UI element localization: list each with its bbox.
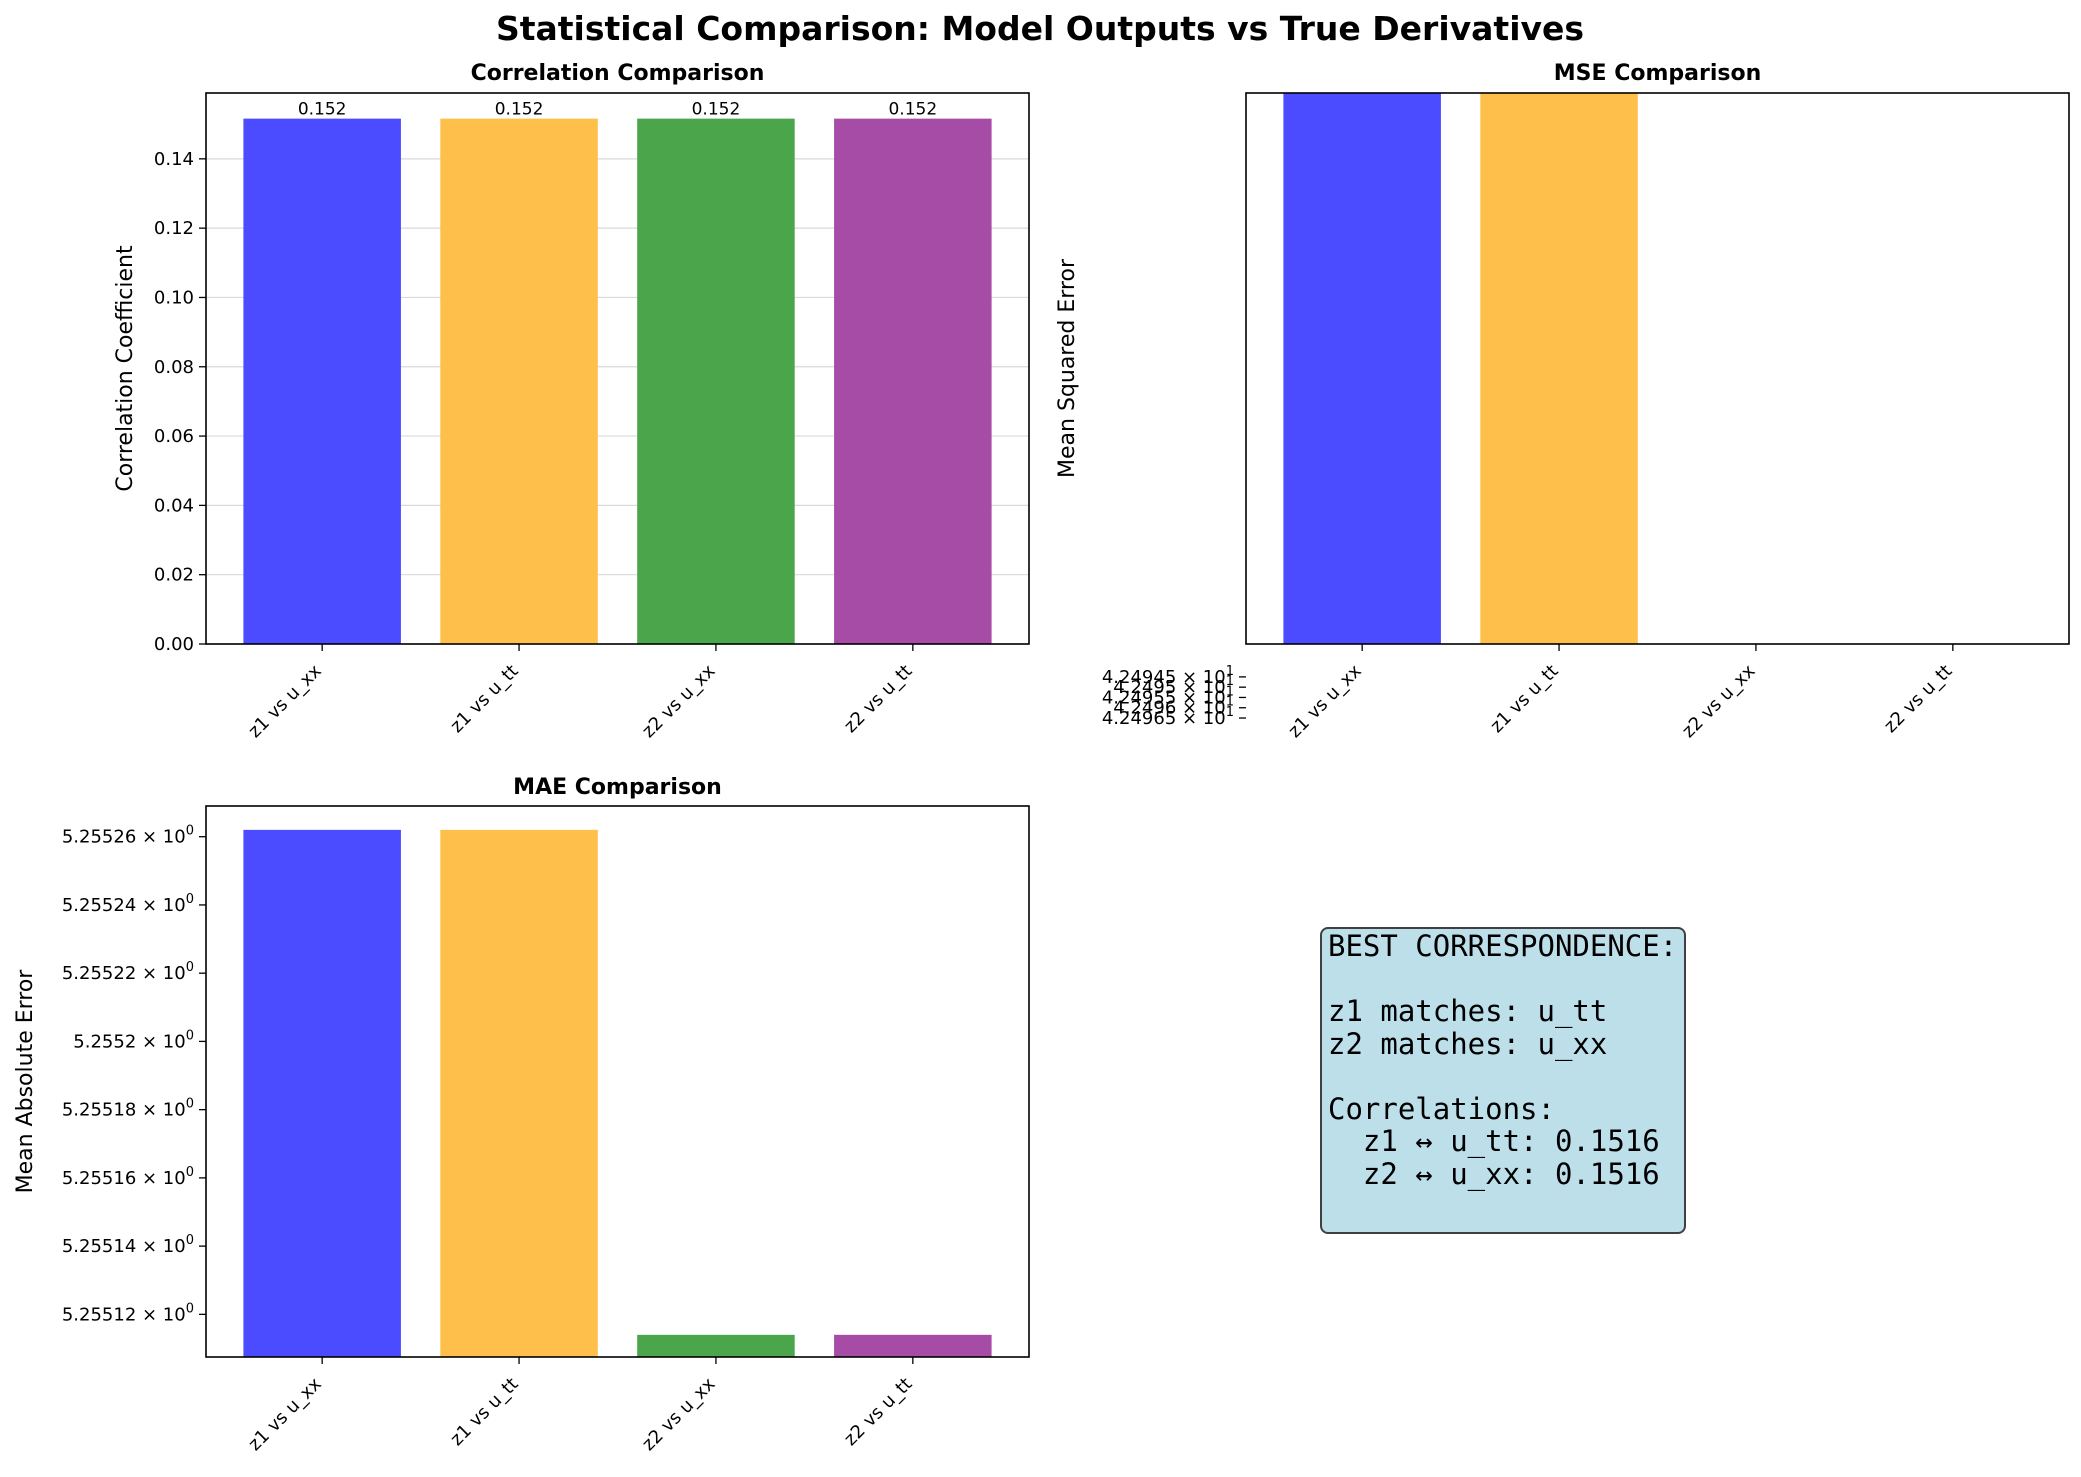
- y-tick-label: 4.2495 × 101: [1113, 674, 1234, 698]
- y-tick-label: 4.24965 × 101: [1102, 705, 1234, 729]
- bar: [637, 118, 795, 644]
- y-tick-label: 5.25512 × 100: [62, 1301, 194, 1325]
- axes-frame: [205, 805, 1030, 1358]
- chart-title: MSE Comparison: [1554, 61, 1761, 86]
- bar: [440, 118, 598, 644]
- correlation-chart: 0.152 z1 vs u_xx 0.152 z1 vs u_tt 0.152 z2 vs…: [113, 61, 1030, 742]
- y-tick-label: 4.24955 × 101: [1102, 684, 1234, 708]
- x-tick-label: z2 vs u_tt: [1880, 661, 1956, 737]
- bar-data-label: 0.152: [888, 100, 937, 120]
- bar: [440, 829, 598, 1357]
- y-tick-label: 0.00: [154, 634, 194, 655]
- y-axis-label: Mean Squared Error: [1055, 258, 1080, 478]
- bar: [637, 1334, 795, 1357]
- y-tick-label: 0.02: [154, 565, 194, 586]
- bar-data-label: 0.152: [495, 100, 544, 120]
- y-tick-label: 4.2496 × 101: [1113, 695, 1234, 719]
- bar: [834, 118, 992, 644]
- x-tick-label: z2 vs u_xx: [1678, 660, 1760, 742]
- x-tick-label: z1 vs u_xx: [1284, 660, 1366, 742]
- y-tick-label: 0.14: [154, 149, 194, 170]
- x-tick-label: z2 vs u_tt: [840, 661, 916, 737]
- axes-frame: [1245, 92, 2070, 645]
- bar-data-label: 0.152: [692, 100, 741, 120]
- y-tick-label: 0.04: [154, 495, 194, 516]
- y-tick-label: 5.25514 × 100: [62, 1233, 194, 1257]
- y-tick-label: 4.24945 × 101: [1102, 664, 1234, 688]
- y-tick-label: 5.2552 × 100: [73, 1028, 194, 1052]
- x-tick-label: z1 vs u_xx: [244, 660, 326, 742]
- y-tick-label: 0.08: [154, 357, 194, 378]
- bar: [243, 118, 401, 644]
- y-tick-label: 5.25518 × 100: [62, 1097, 194, 1121]
- x-tick-label: z2 vs u_tt: [840, 1374, 916, 1450]
- x-tick-label: z1 vs u_tt: [1486, 661, 1562, 737]
- x-tick-label: z1 vs u_tt: [446, 1374, 522, 1450]
- x-tick-label: z2 vs u_xx: [638, 1373, 720, 1455]
- y-axis-label: Mean Absolute Error: [13, 969, 38, 1194]
- figure-suptitle: Statistical Comparison: Model Outputs vs…: [496, 9, 1584, 48]
- mse-chart: z1 vs u_xx z1 vs u_tt z2 vs u_xx z2 vs u_tt…: [1055, 61, 2070, 742]
- best-correspondence-text: BEST CORRESPONDENCE: z1 matches: u_tt z2…: [1328, 929, 1678, 1191]
- y-axis-label: Correlation Coefficient: [113, 245, 138, 492]
- y-tick-label: 0.12: [154, 218, 194, 239]
- y-tick-label: 0.10: [154, 287, 194, 308]
- bar-data-label: 0.152: [298, 100, 347, 120]
- chart-title: MAE Comparison: [513, 775, 722, 800]
- x-tick-label: z2 vs u_xx: [638, 660, 720, 742]
- y-tick-label: 0.06: [154, 426, 194, 447]
- x-tick-label: z1 vs u_tt: [446, 661, 522, 737]
- axes-frame: [205, 92, 1030, 645]
- bar: [1283, 93, 1441, 644]
- bar: [243, 829, 401, 1357]
- x-tick-label: z1 vs u_xx: [244, 1373, 326, 1455]
- chart-title: Correlation Comparison: [471, 61, 765, 86]
- bar: [834, 1334, 992, 1357]
- y-tick-label: 5.25524 × 100: [62, 892, 194, 916]
- mae-chart: z1 vs u_xx z1 vs u_tt z2 vs u_xx z2 vs u_tt…: [13, 775, 1030, 1455]
- y-tick-label: 5.25526 × 100: [62, 824, 194, 848]
- bar: [1480, 93, 1638, 644]
- best-correspondence-box: [1320, 927, 1686, 1234]
- y-tick-label: 5.25516 × 100: [62, 1165, 194, 1189]
- y-tick-label: 5.25522 × 100: [62, 960, 194, 984]
